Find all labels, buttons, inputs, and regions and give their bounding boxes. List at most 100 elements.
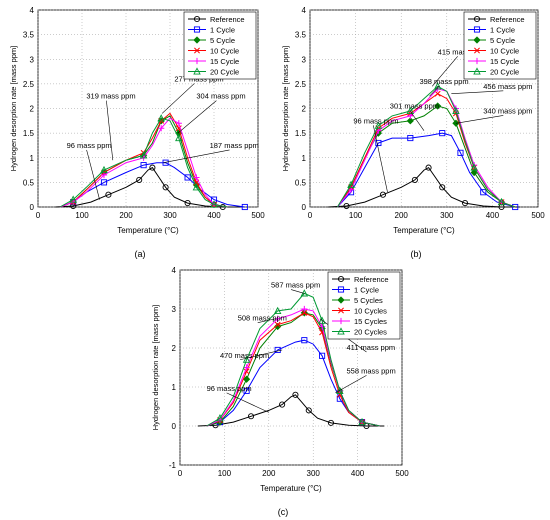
- legend-item: 1 Cycle: [468, 26, 515, 35]
- annotation-label: 96 mass ppm: [207, 384, 252, 393]
- data-point: [301, 309, 308, 316]
- data-point: [473, 67, 481, 75]
- y-tick-label: 1.5: [23, 129, 35, 138]
- annotation-label: 96 mass ppm: [67, 141, 112, 150]
- annotation-leader: [239, 349, 283, 361]
- legend-label: 5 Cycle: [210, 36, 235, 45]
- y-tick-label: 2: [172, 344, 177, 353]
- x-tick-label: 100: [349, 211, 363, 220]
- legend-label: 15 Cycles: [354, 317, 387, 326]
- x-tick-label: 400: [351, 469, 365, 478]
- y-axis-label: Hydrogen desorption rate [mass ppm]: [151, 305, 160, 430]
- annotation: 319 mass ppm: [86, 92, 136, 161]
- y-tick-label: 0: [30, 203, 35, 212]
- data-point: [140, 162, 147, 169]
- annotation-label: 340 mass ppm: [483, 106, 532, 115]
- data-point: [439, 130, 446, 137]
- data-point: [162, 159, 169, 166]
- data-point: [439, 184, 446, 191]
- legend-item: 15 Cycles: [332, 317, 387, 326]
- annotation-leader: [161, 83, 195, 114]
- y-tick-label: 3.5: [23, 31, 35, 40]
- data-point: [497, 197, 506, 206]
- series-1: [328, 164, 520, 211]
- series-line: [206, 339, 380, 427]
- y-tick-label: 2.5: [295, 80, 307, 89]
- annotation-label: 558 mass ppm: [347, 366, 396, 375]
- x-tick-label: 200: [395, 211, 409, 220]
- legend-label: Reference: [354, 275, 389, 284]
- y-tick-label: 1: [302, 154, 307, 163]
- data-point: [273, 306, 282, 314]
- y-tick-label: 2.5: [23, 80, 35, 89]
- legend-label: 20 Cycle: [490, 68, 519, 77]
- x-tick-label: 500: [395, 469, 409, 478]
- data-point: [212, 422, 219, 429]
- series-line: [55, 166, 241, 208]
- annotation: 398 mass ppm: [419, 77, 469, 97]
- series-line: [328, 166, 520, 208]
- legend-box: [463, 11, 537, 80]
- data-point: [343, 202, 350, 210]
- legend-label: 10 Cycle: [210, 47, 239, 56]
- y-tick-label: 3: [172, 305, 177, 314]
- annotation-label: 301 mass ppm: [390, 102, 439, 111]
- legend-item: 1 Cycle: [332, 286, 379, 295]
- annotation: 340 mass ppm: [455, 106, 532, 124]
- x-tick-label: 100: [218, 469, 232, 478]
- data-point: [100, 165, 108, 174]
- y-tick-label: 3.5: [295, 31, 307, 40]
- data-point: [184, 200, 191, 207]
- data-point: [216, 414, 224, 422]
- data-point: [274, 315, 281, 322]
- y-tick-label: 4: [302, 6, 307, 15]
- data-point: [452, 119, 460, 127]
- data-point: [100, 179, 108, 186]
- x-tick-label: 500: [531, 211, 545, 220]
- annotation: 304 mass ppm: [177, 92, 246, 134]
- legend-label: 5 Cycles: [354, 296, 383, 305]
- data-point: [411, 176, 418, 183]
- data-point: [274, 321, 281, 328]
- annotation-label: 415 mass ppm: [438, 47, 487, 56]
- annotation-label: 411 mass ppm: [347, 343, 396, 352]
- data-point: [457, 149, 464, 156]
- legend-item: Reference: [188, 15, 245, 24]
- legend-item: Reference: [332, 275, 389, 284]
- x-tick-label: 300: [163, 211, 177, 220]
- data-point: [512, 203, 519, 211]
- data-point: [193, 36, 201, 44]
- data-point: [301, 337, 308, 344]
- data-point: [243, 387, 250, 394]
- legend-label: Reference: [210, 15, 245, 24]
- y-tick-label: 4: [30, 6, 35, 15]
- legend-box: [183, 11, 257, 80]
- legend-label: 10 Cycles: [354, 307, 387, 316]
- data-point: [473, 15, 481, 23]
- data-point: [319, 352, 326, 359]
- annotation-label: 587 mass ppm: [271, 281, 320, 290]
- data-point: [193, 26, 201, 33]
- legend-item: 10 Cycle: [468, 47, 519, 56]
- data-point: [247, 413, 255, 420]
- data-point: [242, 375, 251, 383]
- data-point: [105, 191, 112, 198]
- data-point: [175, 133, 183, 142]
- legend-item: 1 Cycle: [188, 26, 235, 35]
- series-1: [197, 391, 385, 430]
- annotation-leader: [373, 125, 388, 193]
- y-tick-label: 2: [302, 105, 307, 114]
- y-axis-label: Hydrogen desorption rate [mass ppm]: [9, 46, 18, 171]
- annotation-label: 470 mass ppm: [220, 351, 269, 360]
- annotation-leader: [86, 149, 100, 200]
- x-axis-label: Temperature (°C): [260, 484, 322, 493]
- panel-label: (b): [411, 249, 422, 259]
- data-point: [338, 307, 344, 314]
- legend-item: 20 Cycle: [188, 67, 239, 77]
- data-point: [157, 114, 165, 122]
- legend-label: 1 Cycle: [490, 26, 515, 35]
- data-point: [474, 47, 480, 54]
- data-point: [461, 200, 469, 207]
